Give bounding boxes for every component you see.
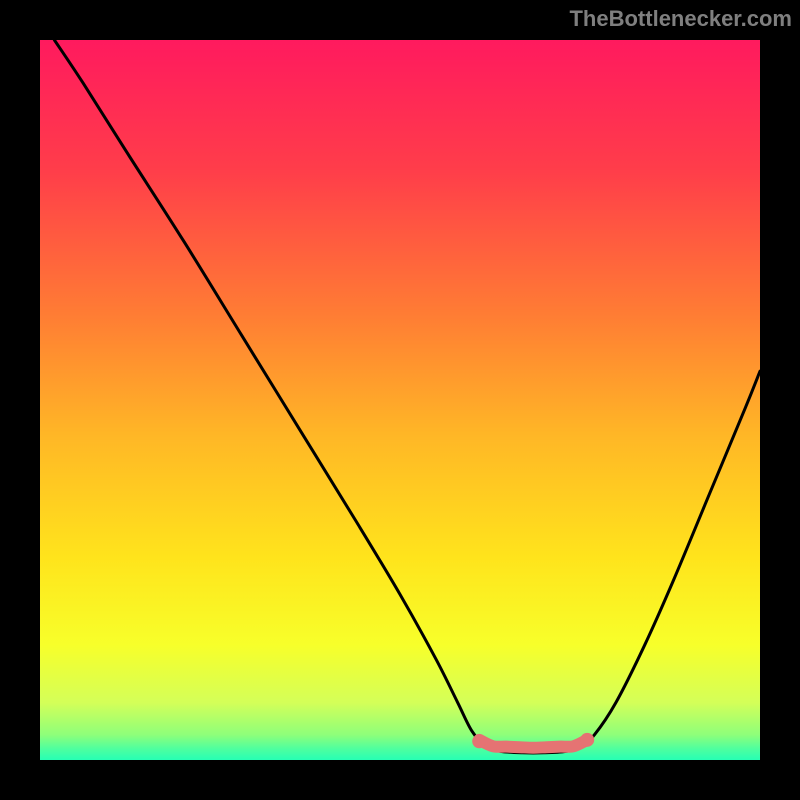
plot-area (40, 40, 760, 760)
gradient-background (40, 40, 760, 760)
watermark-text: TheBottlenecker.com (569, 6, 792, 32)
highlight-end-dot (580, 733, 594, 747)
highlight-start-dot (472, 734, 486, 748)
figure-container: TheBottlenecker.com (0, 0, 800, 800)
chart-svg (40, 40, 760, 760)
